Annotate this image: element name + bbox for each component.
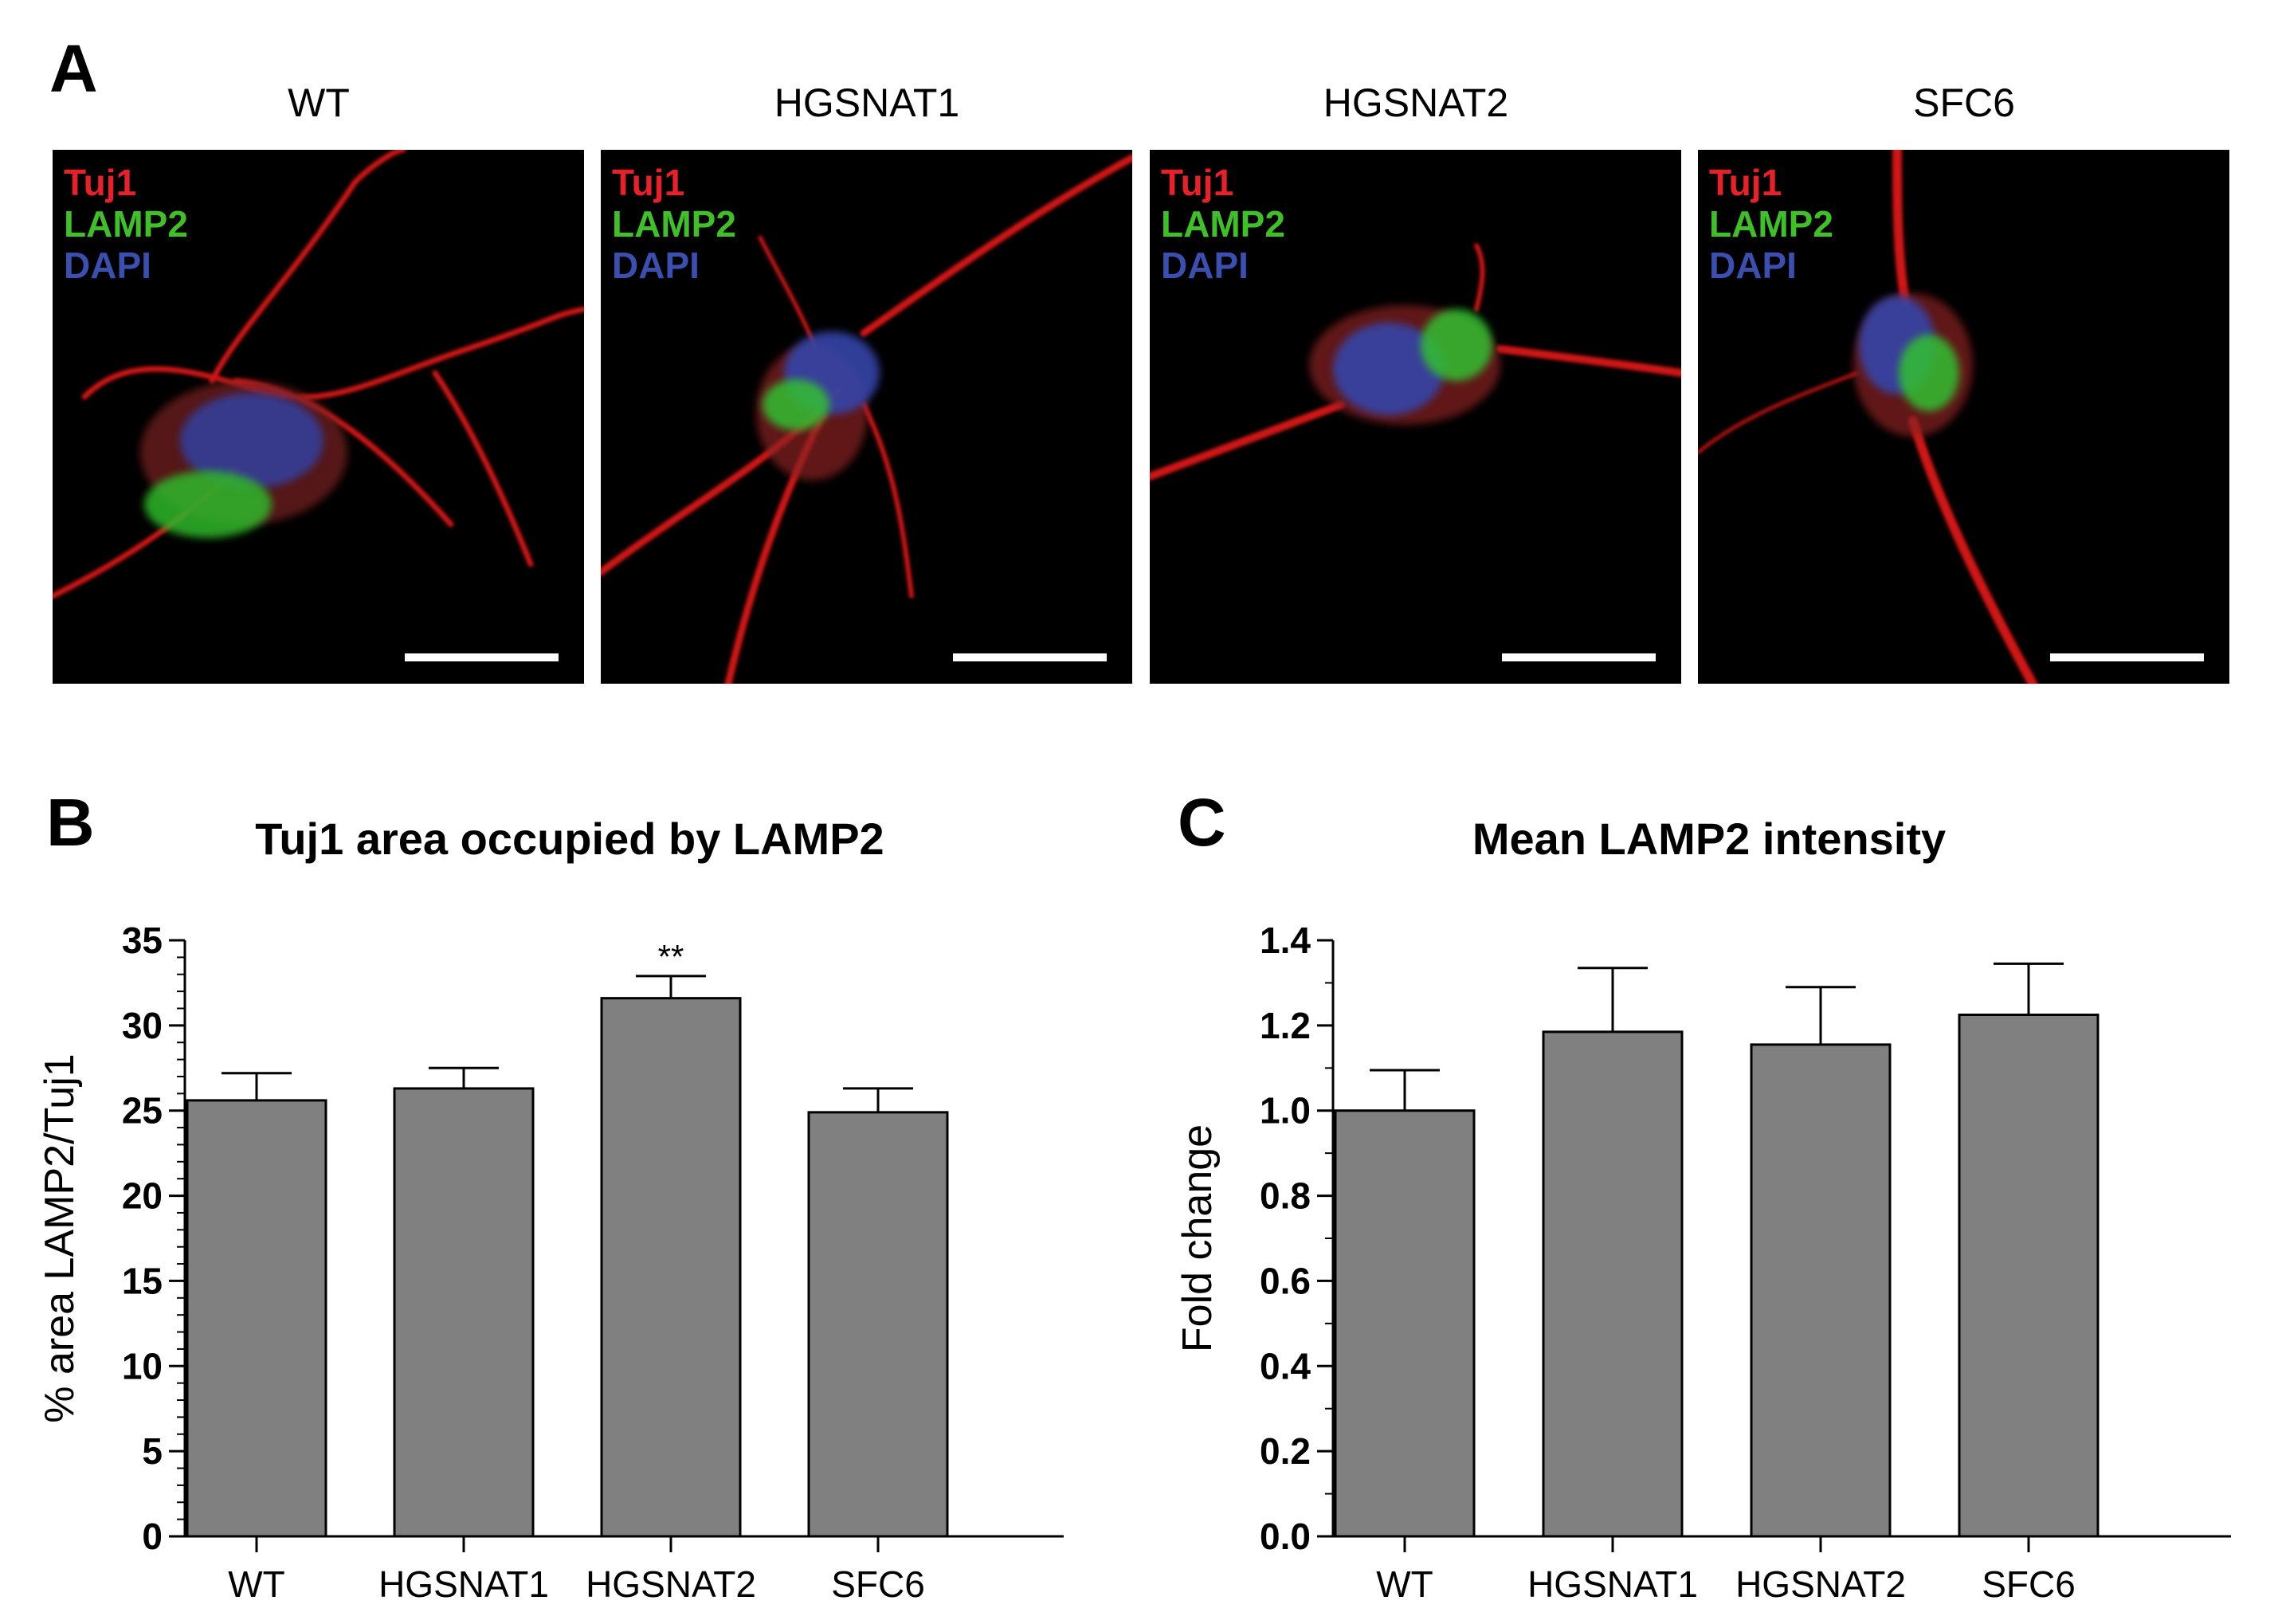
x-tick-label: WT — [228, 1563, 285, 1605]
micrograph-hgsnat2: Tuj1 LAMP2 DAPI — [1150, 150, 1681, 684]
y-axis-label: % area LAMP2/Tuj1 — [37, 1053, 83, 1422]
scale-bar — [1502, 653, 1656, 661]
y-tick-label: 5 — [142, 1430, 163, 1472]
y-tick-label: 25 — [122, 1090, 163, 1132]
x-tick-label: HGSNAT1 — [1527, 1563, 1698, 1605]
significance-stars: ** — [658, 938, 684, 975]
scale-bar — [953, 653, 1107, 661]
x-tick-label: SFC6 — [831, 1563, 925, 1605]
micrograph-wt: Tuj1 LAMP2 DAPI — [53, 150, 584, 684]
micro-title-hgsnat2: HGSNAT2 — [1323, 80, 1509, 125]
bar-hgsnat1 — [393, 1087, 535, 1538]
scale-bar — [405, 653, 559, 661]
micro-title-wt: WT — [288, 80, 350, 125]
y-tick-label: 0.0 — [1260, 1516, 1311, 1557]
x-tick-label: HGSNAT2 — [1735, 1563, 1906, 1605]
stain-label-tuj1: Tuj1 — [1161, 162, 1234, 203]
stain-label-lamp2: LAMP2 — [1709, 203, 1833, 245]
stain-label-lamp2: LAMP2 — [64, 203, 188, 245]
micrograph-hgsnat1-image — [601, 154, 1132, 684]
stain-label-lamp2: LAMP2 — [612, 203, 736, 245]
y-tick-label: 0.8 — [1260, 1175, 1311, 1217]
stain-label-dapi: DAPI — [64, 245, 151, 286]
y-tick-label: 30 — [122, 1005, 163, 1046]
x-tick-label: HGSNAT1 — [378, 1563, 549, 1605]
panel-b-letter: B — [46, 785, 95, 860]
stain-label-tuj1: Tuj1 — [612, 162, 685, 203]
stain-label-lamp2: LAMP2 — [1161, 203, 1285, 245]
chart-c-title: Mean LAMP2 intensity — [1472, 814, 1947, 864]
micro-title-sfc6: SFC6 — [1913, 80, 2015, 125]
y-tick-label: 1.4 — [1260, 920, 1311, 961]
micro-title-hgsnat1: HGSNAT1 — [774, 80, 960, 125]
micrograph-sfc6-image — [1698, 150, 2037, 684]
y-tick-label: 0.6 — [1260, 1260, 1311, 1301]
bar-wt — [186, 1099, 327, 1538]
y-tick-label: 0.2 — [1260, 1430, 1311, 1472]
stain-label-dapi: DAPI — [1709, 245, 1797, 286]
scale-bar — [2050, 653, 2204, 661]
y-tick-label: 15 — [122, 1260, 163, 1301]
y-axis-label: Fold change — [1174, 1124, 1221, 1352]
x-tick-label: SFC6 — [1982, 1563, 2076, 1605]
bar-wt — [1334, 1109, 1476, 1538]
micrograph-sfc6: Tuj1 LAMP2 DAPI — [1698, 150, 2229, 684]
micrograph-wt-image — [53, 150, 584, 599]
chart-b-title: Tuj1 area occupied by LAMP2 — [255, 814, 884, 864]
y-tick-label: 0.4 — [1260, 1345, 1311, 1387]
y-tick-label: 20 — [122, 1175, 163, 1217]
panel-c-letter: C — [1178, 785, 1226, 860]
bar-hgsnat2 — [600, 997, 742, 1538]
stain-label-tuj1: Tuj1 — [1709, 162, 1782, 203]
micrograph-hgsnat1: Tuj1 LAMP2 DAPI — [601, 150, 1132, 684]
x-tick-label: WT — [1376, 1563, 1433, 1605]
x-tick-label: HGSNAT2 — [586, 1563, 756, 1605]
bar-sfc6 — [807, 1111, 949, 1538]
y-tick-label: 1.2 — [1260, 1005, 1311, 1046]
bar-hgsnat2 — [1750, 1043, 1892, 1538]
bar-sfc6 — [1958, 1014, 2100, 1538]
bar-hgsnat1 — [1542, 1030, 1684, 1538]
y-tick-label: 10 — [122, 1345, 163, 1387]
micrograph-hgsnat2-image — [1150, 243, 1681, 481]
y-tick-label: 1.0 — [1260, 1090, 1311, 1132]
panel-a-letter: A — [49, 31, 98, 106]
y-tick-label: 0 — [142, 1516, 163, 1557]
stain-label-dapi: DAPI — [612, 245, 700, 286]
y-tick-label: 35 — [122, 920, 163, 961]
stain-label-dapi: DAPI — [1161, 245, 1249, 286]
stain-label-tuj1: Tuj1 — [64, 162, 137, 203]
